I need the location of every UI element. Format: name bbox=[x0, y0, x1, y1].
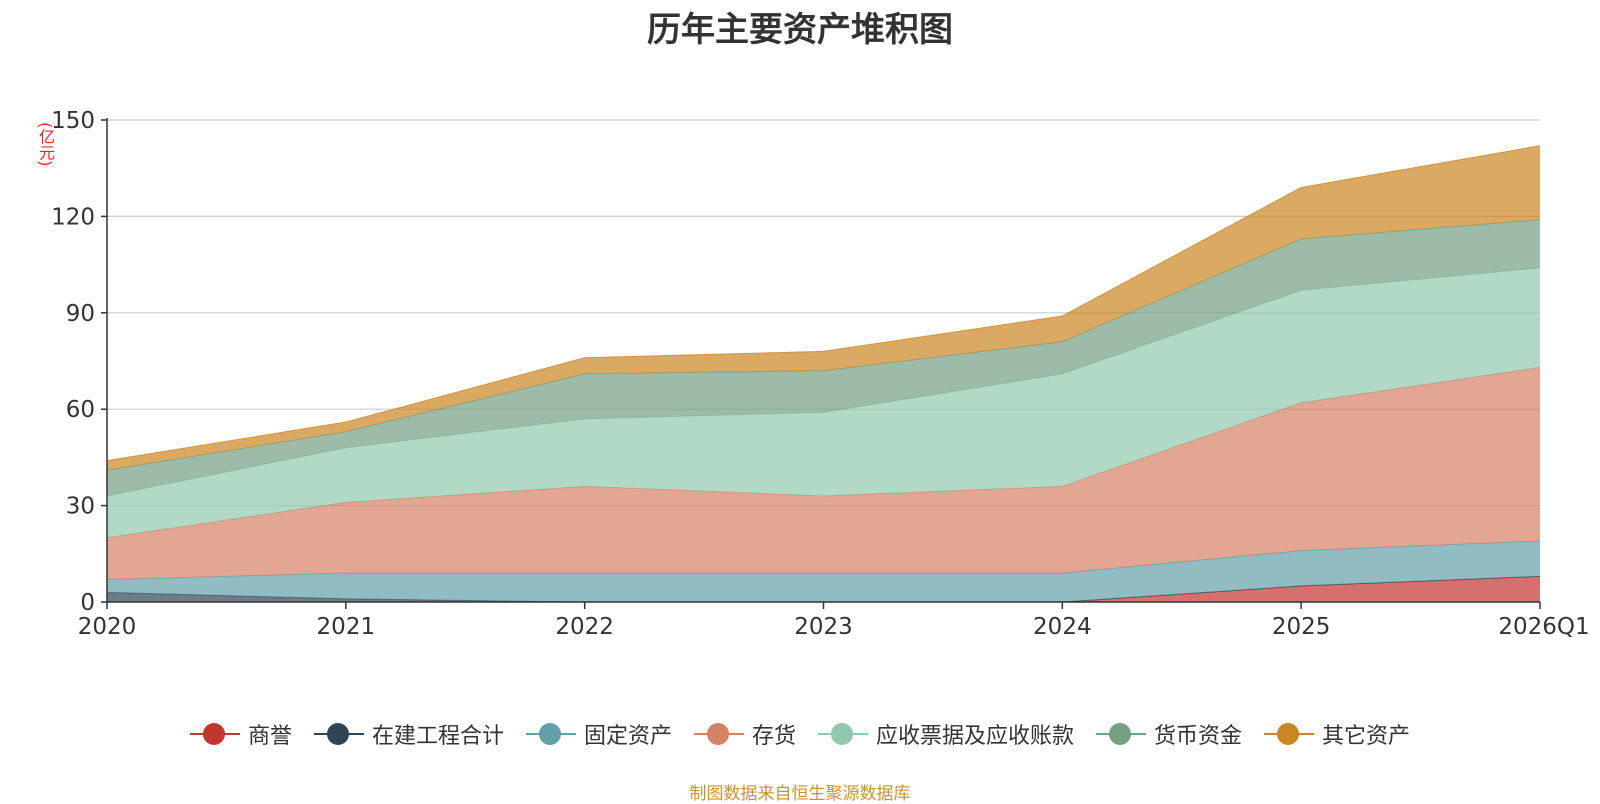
legend-marker-dot bbox=[538, 723, 561, 745]
legend-label: 在建工程合计 bbox=[371, 724, 504, 749]
legend-marker-icon bbox=[313, 722, 364, 746]
legend-label: 存货 bbox=[751, 724, 796, 749]
data-source-note: 制图数据来自恒生聚源数据库 bbox=[689, 784, 911, 804]
x-tick-label: 2021 bbox=[317, 614, 376, 640]
y-tick-label: 150 bbox=[51, 108, 95, 134]
series-line-其它资产 bbox=[106, 145, 1541, 462]
y-tick-label: 90 bbox=[66, 301, 95, 327]
y-tick-label: 60 bbox=[66, 397, 95, 423]
legend-item[interactable]: 商誉 bbox=[189, 718, 292, 750]
legend-label: 货币资金 bbox=[1154, 724, 1243, 749]
y-axis-unit: (亿元) bbox=[36, 122, 55, 167]
legend-marker-icon bbox=[1264, 722, 1315, 746]
legend-item[interactable]: 存货 bbox=[693, 718, 796, 750]
legend-item[interactable]: 固定资产 bbox=[525, 718, 672, 750]
legend-item[interactable]: 应收票据及应收账款 bbox=[818, 718, 1074, 750]
legend-marker-icon bbox=[693, 722, 744, 746]
chart-title: 历年主要资产堆积图 bbox=[647, 10, 953, 50]
x-tick-label: 2020 bbox=[78, 614, 137, 640]
y-tick-label: 30 bbox=[66, 494, 95, 520]
x-tick-label: 2024 bbox=[1033, 614, 1092, 640]
legend-marker-dot bbox=[202, 723, 225, 745]
legend-marker-icon bbox=[818, 722, 868, 746]
legend-marker-icon bbox=[1096, 722, 1147, 746]
legend-label: 固定资产 bbox=[583, 724, 672, 749]
y-tick-label: 120 bbox=[51, 204, 95, 230]
stacked-area-chart: 0 30 60 90 120 150 2020 2021 2022 2023 2024 2025 202… bbox=[51, 108, 1590, 640]
x-tick-label: 2023 bbox=[794, 614, 853, 640]
legend-marker-dot bbox=[326, 723, 349, 745]
area-固定资产 bbox=[107, 540, 1540, 602]
legend-item[interactable]: 货币资金 bbox=[1096, 718, 1242, 750]
legend-marker-icon bbox=[189, 722, 240, 746]
area-货币资金 bbox=[107, 219, 1540, 496]
legend-marker-dot bbox=[1109, 723, 1132, 745]
y-tick-label: 0 bbox=[80, 590, 95, 616]
area-在建工程合计 bbox=[107, 576, 1540, 602]
area-应收票据及应收账款 bbox=[107, 267, 1540, 538]
area-存货 bbox=[107, 367, 1540, 580]
legend-label: 其它资产 bbox=[1322, 724, 1411, 749]
legend-label: 应收票据及应收账款 bbox=[876, 724, 1075, 749]
legend-marker-dot bbox=[706, 723, 729, 745]
x-tick-label: 2026Q1 bbox=[1498, 614, 1589, 640]
legend-label: 商誉 bbox=[247, 724, 292, 749]
legend: 商誉 在建工程合计 固定资产 存货 应收票据及应收账款 货币资金 其它资产 bbox=[0, 718, 1600, 750]
legend-marker-dot bbox=[1277, 723, 1300, 745]
legend-marker-icon bbox=[525, 722, 576, 746]
x-tick-label: 2025 bbox=[1272, 614, 1331, 640]
legend-item[interactable]: 其它资产 bbox=[1264, 718, 1410, 750]
legend-item[interactable]: 在建工程合计 bbox=[313, 718, 504, 750]
area-商誉 bbox=[107, 576, 1540, 602]
legend-marker-dot bbox=[831, 723, 853, 745]
x-tick-label: 2022 bbox=[555, 614, 614, 640]
